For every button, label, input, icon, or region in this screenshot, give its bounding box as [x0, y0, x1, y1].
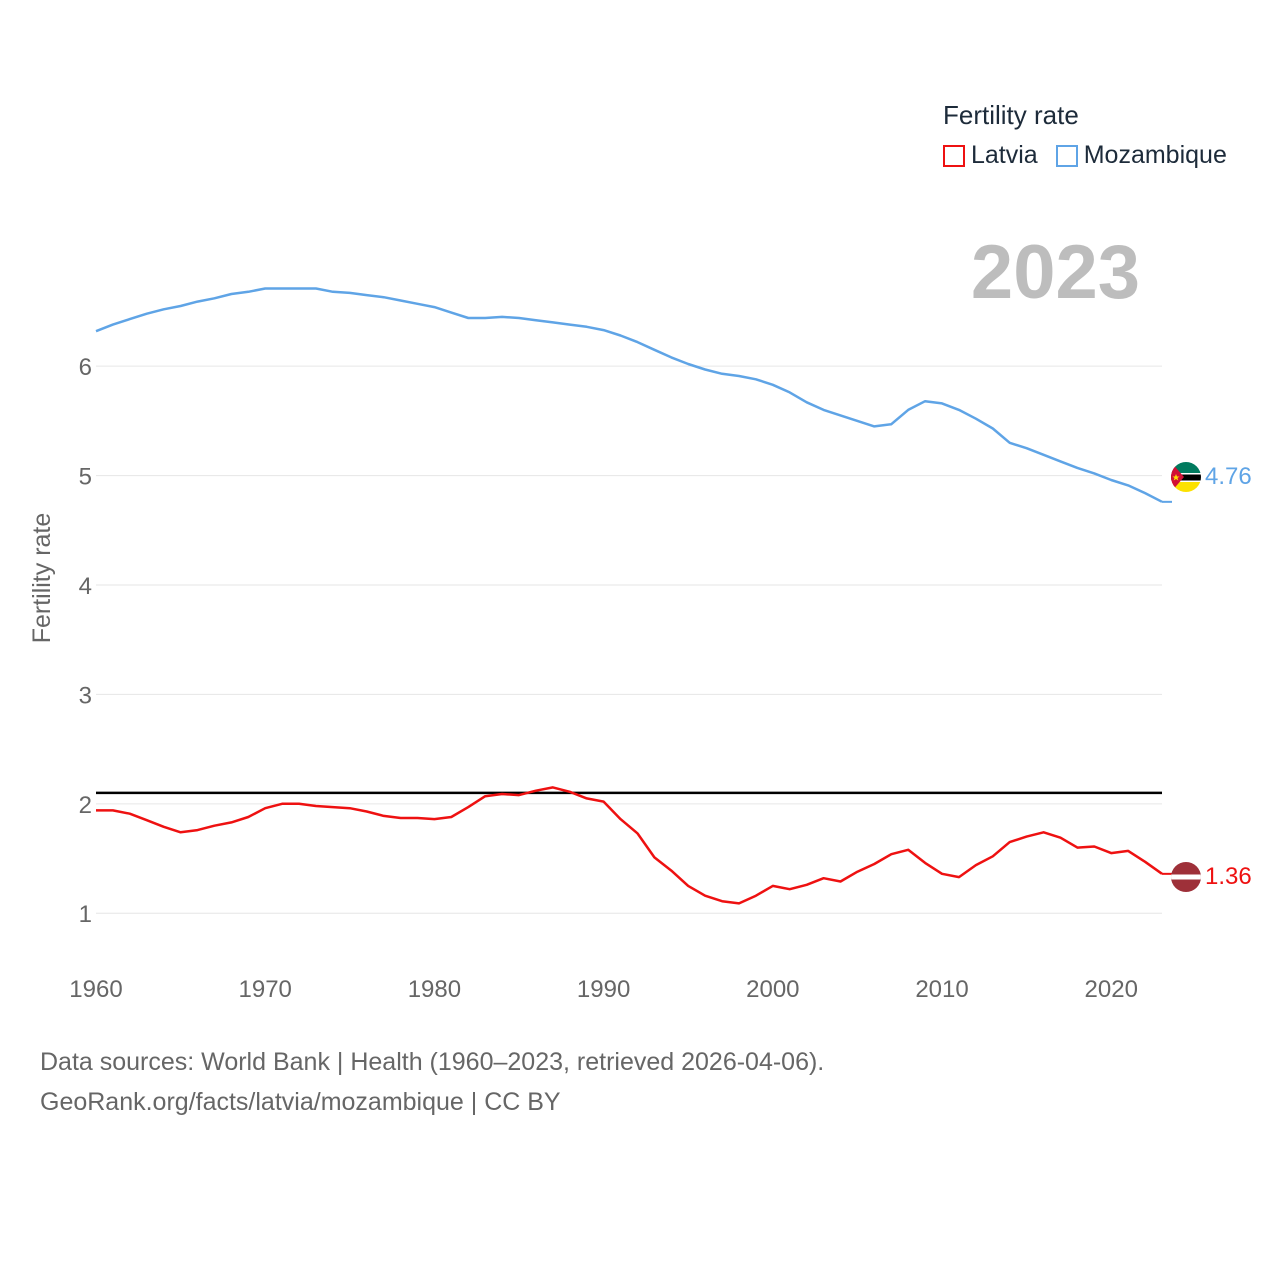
x-axis-ticks: 1960 1970 1980 1990 2000 2010 2020 [69, 976, 1138, 1003]
legend-item-mozambique[interactable]: Mozambique [1055, 141, 1227, 170]
legend-title: Fertility rate [943, 100, 1079, 130]
y-tick-label-4: 4 [79, 573, 92, 600]
series-lines [95, 287, 1172, 905]
legend-swatch-latvia [943, 144, 965, 167]
x-tick-label-1970: 1970 [239, 976, 292, 1003]
y-tick-label-2: 2 [79, 792, 92, 819]
x-tick-label-2020: 2020 [1085, 976, 1138, 1003]
legend-label-mozambique: Mozambique [1083, 141, 1227, 169]
legend-items: Latvia Mozambique [943, 141, 1227, 170]
x-tick-label-2010: 2010 [915, 976, 968, 1003]
mozambique-flag-icon [1171, 462, 1201, 492]
legend-swatch-mozambique [1055, 144, 1078, 167]
y-tick-label-1: 1 [79, 901, 92, 928]
y-tick-label-5: 5 [79, 464, 92, 491]
attribution-link[interactable]: GeoRank.org/facts/latvia/mozambique | CC… [40, 1088, 561, 1116]
sources-line: Data sources: World Bank | Health (1960–… [40, 1048, 825, 1076]
x-tick-label-2000: 2000 [746, 976, 799, 1003]
latvia-flag-icon [1171, 862, 1201, 892]
series-line-latvia [96, 786, 1163, 905]
x-tick-label-1980: 1980 [408, 976, 461, 1003]
y-tick-label-6: 6 [79, 354, 92, 381]
y-axis-ticks: 1 2 3 4 5 6 [79, 354, 92, 928]
grid-lines [96, 365, 1162, 914]
mozambique-end-value-label: 4.76 [1205, 463, 1252, 490]
year-label: 2023 [971, 230, 1140, 315]
y-axis-label: Fertility rate [28, 513, 56, 644]
y-tick-label-3: 3 [79, 682, 92, 709]
latvia-end-value-label: 1.36 [1205, 863, 1252, 890]
legend-label-latvia: Latvia [971, 141, 1038, 169]
x-tick-label-1960: 1960 [69, 976, 122, 1003]
legend-item-latvia[interactable]: Latvia [943, 141, 1038, 170]
x-tick-label-1990: 1990 [577, 976, 630, 1003]
legend: Fertility rate Latvia Mozambique [943, 100, 1227, 170]
data-sources: Data sources: World Bank | Health (1960–… [40, 1042, 824, 1122]
end-markers [1171, 462, 1201, 892]
series-line-mozambique [95, 287, 1163, 503]
